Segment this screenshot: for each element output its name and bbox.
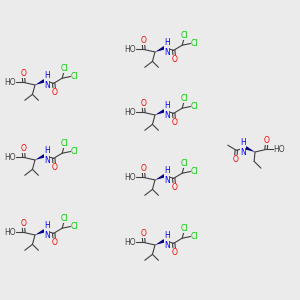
- Polygon shape: [245, 146, 255, 152]
- Text: O: O: [20, 219, 26, 228]
- Text: O: O: [20, 69, 26, 78]
- Text: HO: HO: [125, 173, 136, 182]
- Text: Cl: Cl: [191, 167, 198, 176]
- Text: HO: HO: [5, 153, 16, 162]
- Text: O: O: [140, 164, 146, 172]
- Text: Cl: Cl: [191, 232, 198, 241]
- Text: Cl: Cl: [191, 39, 198, 48]
- Text: H
N: H N: [164, 38, 170, 57]
- Polygon shape: [155, 239, 165, 245]
- Text: O: O: [172, 248, 178, 257]
- Text: HO: HO: [5, 78, 16, 87]
- Text: O: O: [232, 155, 238, 164]
- Polygon shape: [35, 79, 45, 85]
- Text: Cl: Cl: [61, 139, 68, 148]
- Polygon shape: [155, 174, 165, 180]
- Text: O: O: [140, 229, 146, 238]
- Text: H
N: H N: [164, 101, 170, 120]
- Text: HO: HO: [274, 145, 285, 154]
- Text: Cl: Cl: [181, 94, 188, 103]
- Text: O: O: [52, 238, 58, 247]
- Polygon shape: [35, 154, 45, 160]
- Text: Cl: Cl: [61, 214, 68, 223]
- Text: Cl: Cl: [181, 224, 188, 233]
- Text: HO: HO: [125, 238, 136, 247]
- Text: O: O: [172, 118, 178, 127]
- Polygon shape: [155, 109, 165, 115]
- Text: H
N: H N: [44, 146, 50, 165]
- Text: Cl: Cl: [181, 32, 188, 40]
- Polygon shape: [35, 229, 45, 235]
- Text: O: O: [52, 88, 58, 97]
- Text: Cl: Cl: [191, 102, 198, 111]
- Text: H
N: H N: [44, 71, 50, 90]
- Text: O: O: [264, 136, 270, 145]
- Text: H
N: H N: [44, 221, 50, 241]
- Text: HO: HO: [125, 108, 136, 117]
- Text: Cl: Cl: [71, 72, 78, 81]
- Text: HO: HO: [5, 228, 16, 237]
- Text: H
N: H N: [164, 231, 170, 250]
- Text: Cl: Cl: [61, 64, 68, 74]
- Text: O: O: [172, 55, 178, 64]
- Text: O: O: [20, 144, 26, 153]
- Polygon shape: [155, 46, 165, 52]
- Text: O: O: [140, 36, 146, 45]
- Text: H
N: H N: [240, 138, 246, 158]
- Text: Cl: Cl: [71, 147, 78, 156]
- Text: O: O: [52, 163, 58, 172]
- Text: O: O: [172, 183, 178, 192]
- Text: H
N: H N: [164, 166, 170, 185]
- Text: Cl: Cl: [71, 222, 78, 231]
- Text: HO: HO: [125, 45, 136, 54]
- Text: Cl: Cl: [181, 159, 188, 168]
- Text: O: O: [140, 99, 146, 108]
